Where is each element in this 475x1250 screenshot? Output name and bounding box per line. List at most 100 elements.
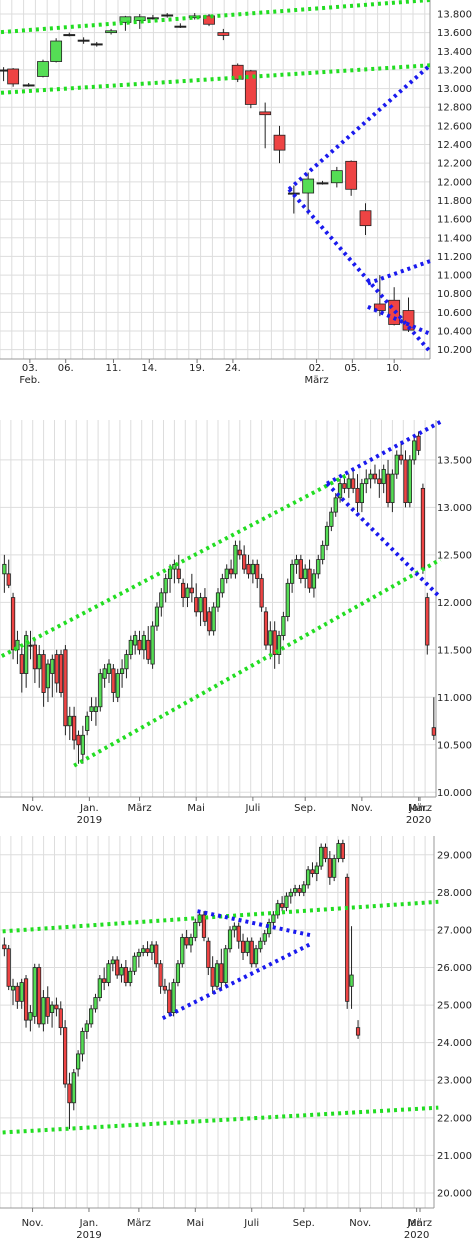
x-tick-label: 05. — [344, 363, 360, 374]
candle-body — [76, 1053, 81, 1070]
x-tick-label: März — [408, 1218, 432, 1229]
candle-body — [303, 568, 308, 579]
candle-up — [287, 185, 300, 214]
candle-body — [420, 487, 426, 570]
candle-down — [19, 645, 24, 693]
y-tick-label: 13.400 — [437, 47, 472, 58]
candle-up — [89, 697, 94, 722]
candle-body — [171, 982, 176, 1014]
candle-body — [175, 963, 181, 983]
candle-down — [2, 937, 7, 957]
x-tick-label: Jan. — [79, 803, 99, 814]
y-tick-label: 13.000 — [437, 503, 472, 514]
x-tick-label: Nov. — [349, 1218, 371, 1229]
candle-down — [272, 621, 277, 669]
candle-body — [45, 997, 50, 1017]
y-tick-label: 13.600 — [437, 28, 472, 39]
candle-down — [416, 431, 421, 456]
candle-body — [58, 1008, 63, 1029]
candle-body — [141, 948, 146, 953]
x-axis: 03.Feb. 06. 11. 14. 19. 24. 02.März 05. 10. — [19, 359, 402, 386]
candle-down — [137, 630, 142, 655]
candle-body — [115, 673, 120, 698]
candlestick-chart-2: 10.000 10.500 11.000 11.500 12.000 12.500 13.0… — [0, 420, 472, 826]
candle-up — [93, 993, 98, 1013]
x-tick-label: 11. — [106, 363, 122, 374]
candle-body — [10, 597, 16, 651]
candle-body — [194, 597, 199, 613]
candle-body — [253, 948, 259, 965]
candle-body — [84, 1023, 89, 1032]
candle-body — [231, 64, 244, 80]
candle-body — [97, 978, 102, 998]
candle-body — [106, 663, 112, 674]
candle-body — [159, 592, 164, 608]
candle-body — [228, 568, 234, 575]
candle-body — [2, 944, 7, 950]
candle-down — [45, 986, 50, 1024]
candle-down — [377, 469, 382, 498]
candle-body — [185, 587, 190, 598]
candle-down — [323, 843, 328, 863]
candle-up — [98, 668, 103, 712]
candle-up — [268, 621, 273, 660]
candle-down — [273, 125, 286, 164]
candle-up — [149, 941, 154, 960]
candle-down — [6, 944, 11, 991]
green-trendline — [0, 0, 431, 35]
candle-up — [349, 926, 354, 1009]
candle-body — [19, 982, 24, 1002]
candle-up — [303, 564, 308, 589]
candle-body — [258, 940, 263, 950]
candle-down — [240, 933, 246, 960]
candle-up — [301, 881, 306, 897]
y-tick-label: 20.000 — [437, 1188, 472, 1199]
candle-body — [249, 940, 254, 965]
candle-up — [214, 960, 220, 991]
candle-body — [24, 635, 29, 674]
candle-body — [425, 597, 430, 646]
y-tick-label: 27.000 — [437, 925, 472, 936]
candle-up — [41, 990, 46, 1032]
blue-trendline — [287, 63, 432, 191]
candle-up — [329, 507, 334, 532]
candle-body — [351, 478, 356, 489]
panel-divider — [0, 828, 475, 836]
candle-down — [263, 607, 269, 650]
candle-up — [290, 559, 295, 593]
blue-trendline — [367, 304, 431, 336]
x-tick-label: 02. — [309, 363, 325, 374]
candle-body — [146, 639, 151, 660]
candle-body — [167, 989, 172, 1014]
candle-down — [355, 474, 360, 513]
candle-up — [381, 464, 386, 494]
candle-body — [176, 568, 181, 579]
candle-up — [19, 978, 24, 1009]
candle-body — [232, 925, 237, 931]
candle-body — [41, 997, 46, 1025]
candle-body — [412, 440, 417, 461]
candle-down — [162, 978, 168, 994]
x-tick-label: Sep. — [293, 1218, 315, 1229]
candle-body — [281, 616, 286, 636]
candle-body — [184, 937, 189, 946]
candle-body — [154, 944, 159, 965]
candle-up — [128, 967, 133, 987]
candle-body — [119, 967, 124, 976]
candle-up — [281, 611, 286, 641]
candle-down — [242, 545, 247, 574]
candle-body — [244, 70, 257, 105]
candle-up — [133, 13, 146, 29]
candle-body — [210, 967, 215, 987]
x-tick-label: 14. — [141, 363, 157, 374]
panel-divider — [0, 412, 475, 420]
candles — [2, 839, 361, 1130]
candle-body — [67, 715, 72, 727]
candle-up — [163, 573, 168, 603]
candle-body — [272, 630, 277, 655]
candle-up — [245, 937, 250, 957]
candle-up — [119, 963, 124, 983]
candle-down — [146, 626, 151, 665]
candle-up — [37, 59, 49, 78]
candle-down — [54, 997, 59, 1017]
